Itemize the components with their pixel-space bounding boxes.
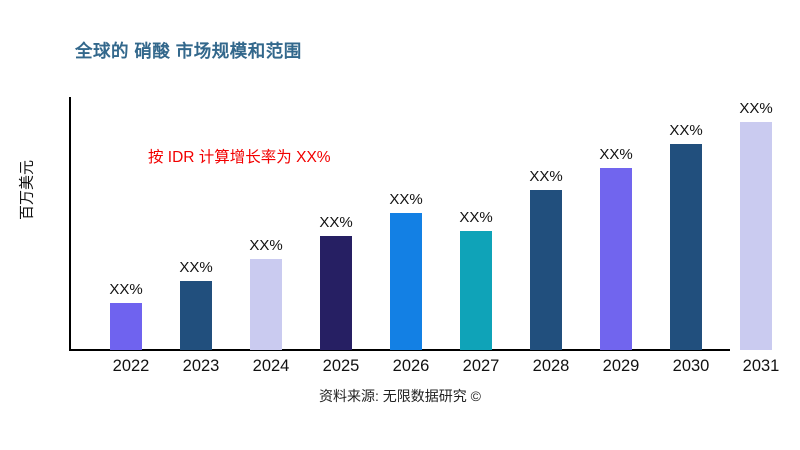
bar-2023: [180, 281, 212, 350]
x-axis-line: [69, 349, 730, 351]
x-tick-label-2025: 2025: [322, 357, 360, 375]
chart-title: 全球的 硝酸 市场规模和范围: [75, 41, 302, 61]
bar-2024: [250, 259, 282, 350]
x-tick-label-2028: 2028: [532, 357, 570, 375]
bar-2022: [110, 303, 142, 350]
x-tick-label-2023: 2023: [182, 357, 220, 375]
bar-value-label-2023: XX%: [179, 259, 213, 276]
growth-rate-annotation: 按 IDR 计算增长率为 XX%: [148, 149, 331, 166]
source-note: 资料来源: 无限数据研究 ©: [319, 388, 481, 404]
bar-value-label-2026: XX%: [389, 191, 423, 208]
bar-2031: [740, 122, 772, 350]
bar-value-label-2029: XX%: [599, 146, 633, 163]
x-tick-label-2027: 2027: [462, 357, 500, 375]
bar-2028: [530, 190, 562, 350]
x-tick-label-2022: 2022: [112, 357, 150, 375]
bar-value-label-2027: XX%: [459, 209, 493, 226]
x-tick-label-2026: 2026: [392, 357, 430, 375]
x-tick-label-2024: 2024: [252, 357, 290, 375]
y-axis-label: 百万美元: [18, 159, 36, 221]
bar-2030: [670, 144, 702, 350]
x-tick-label-2031: 2031: [742, 357, 780, 375]
bar-2026: [390, 213, 422, 350]
bar-value-label-2024: XX%: [249, 237, 283, 254]
bar-2027: [460, 231, 492, 350]
bar-value-label-2030: XX%: [669, 122, 703, 139]
bar-value-label-2022: XX%: [109, 281, 143, 298]
x-tick-label-2029: 2029: [602, 357, 640, 375]
x-tick-label-2030: 2030: [672, 357, 710, 375]
bar-2029: [600, 168, 632, 350]
y-axis-line: [69, 97, 71, 351]
bar-value-label-2025: XX%: [319, 214, 353, 231]
bar-2025: [320, 236, 352, 350]
bar-value-label-2028: XX%: [529, 168, 563, 185]
bar-value-label-2031: XX%: [739, 100, 773, 117]
